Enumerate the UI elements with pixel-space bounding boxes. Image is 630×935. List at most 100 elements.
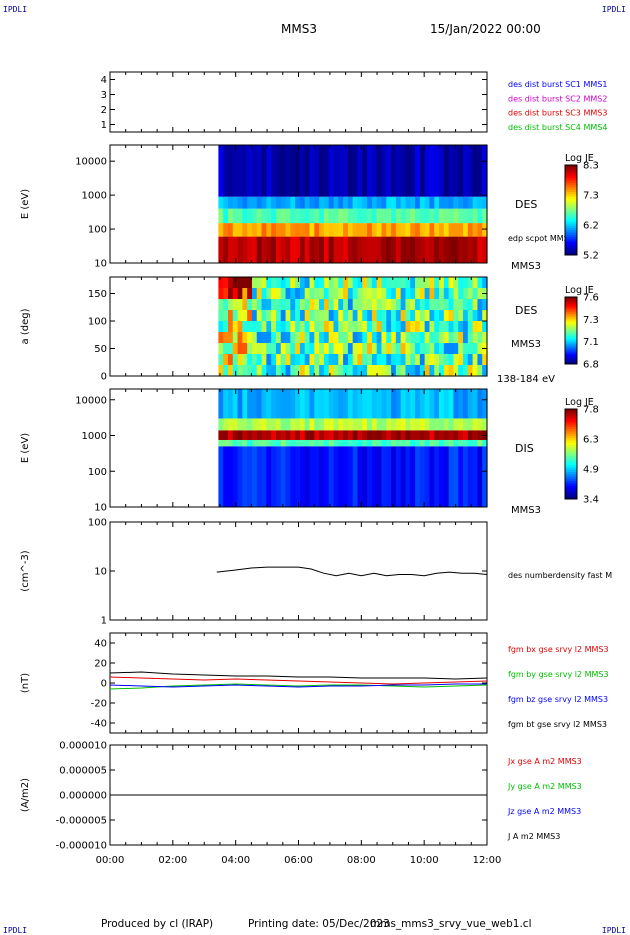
y-tick-label: 150 <box>88 289 107 300</box>
colorbar-swatch <box>565 342 577 345</box>
spectrogram-cell <box>347 343 354 355</box>
spectrogram-cell <box>391 196 397 209</box>
spectrogram-cell <box>271 389 277 419</box>
spectrogram-cell <box>304 418 311 431</box>
spectrogram-cell <box>333 196 339 209</box>
spectrogram-cell <box>357 389 363 419</box>
spectrogram-cell <box>247 389 253 419</box>
spectrogram-cell <box>352 430 359 440</box>
colorbar-swatch <box>565 347 577 350</box>
spectrogram-cell <box>223 277 229 289</box>
spectrogram-cell <box>391 321 397 333</box>
spectrogram-cell <box>319 299 325 311</box>
spectrogram-cell <box>309 446 315 507</box>
spectrogram-cell <box>290 321 296 333</box>
spectrogram-cell <box>357 321 363 333</box>
spectrogram-cell <box>357 236 363 263</box>
spectrogram-cell <box>386 321 392 333</box>
spectrogram-cell <box>218 208 224 224</box>
time-tick-label: 06:00 <box>284 855 313 866</box>
spectrogram-cell <box>275 418 282 431</box>
spectrogram-cell <box>227 288 234 300</box>
side-note: edp scpot MMS3 <box>508 234 574 243</box>
spectrogram-cell <box>415 389 421 419</box>
spectrogram-cell <box>405 365 411 377</box>
spectrogram-cell <box>261 354 267 366</box>
spectrogram-cell <box>218 321 224 333</box>
spectrogram-cell <box>472 418 479 431</box>
spectrogram-cell <box>247 365 253 377</box>
spectrogram-cell <box>467 208 474 224</box>
spectrogram-cell <box>223 418 229 431</box>
spectrogram-cell <box>323 236 330 263</box>
colorbar-swatch <box>565 411 577 414</box>
spectrogram-cell <box>247 332 253 344</box>
spectrogram-cell <box>247 299 253 311</box>
y-tick-label: -20 <box>91 699 107 710</box>
spectrogram-cell <box>290 354 296 366</box>
spectrogram-cell <box>218 332 224 344</box>
spectrogram-cell <box>242 145 248 197</box>
spectrogram-cell <box>381 439 387 447</box>
spectrogram-cell <box>333 236 339 263</box>
spectrogram-cell <box>319 310 325 322</box>
spectrogram-cell <box>242 277 248 289</box>
spectrogram-cell <box>232 439 239 447</box>
spectrogram-cell <box>458 310 464 322</box>
spectrogram-cell <box>347 389 354 419</box>
colorbar-swatch <box>565 487 577 491</box>
colorbar-swatch <box>565 343 577 347</box>
y-tick-label: 1 <box>101 120 107 131</box>
colorbar-tick-label: 7.1 <box>583 337 599 348</box>
spectrogram-cell <box>448 418 455 431</box>
spectrogram-cell <box>472 236 479 263</box>
colorbar-swatch <box>565 230 577 233</box>
spectrogram-cell <box>424 365 431 377</box>
spectrogram-cell <box>482 145 488 197</box>
spectrogram-cell <box>280 196 287 209</box>
spectrogram-cell <box>285 277 291 289</box>
spectrogram-cell <box>400 332 407 344</box>
spectrogram-cell <box>434 446 440 507</box>
spectrogram-cell <box>472 446 479 507</box>
spectrogram-cell <box>381 310 387 322</box>
colorbar-swatch <box>565 297 577 300</box>
colorbar-swatch <box>565 189 577 193</box>
spectrogram-cell <box>357 439 363 447</box>
spectrogram-cell <box>299 223 306 237</box>
spectrogram-cell <box>429 277 435 289</box>
spectrogram-cell <box>400 145 407 197</box>
spectrogram-cell <box>247 236 253 263</box>
spectrogram-cell <box>381 223 387 237</box>
spectrogram-cell <box>338 277 344 289</box>
spectrogram-cell <box>247 343 253 355</box>
spectrogram-cell <box>463 208 469 224</box>
panel-dis-energy: 10000 1000 100 10 E (eV) DIS MMS3 Log JE7.8 6.3 4… <box>20 388 599 516</box>
spectrogram-cell <box>251 446 258 507</box>
spectrogram-cell <box>405 418 411 431</box>
spectrogram-cell <box>314 418 320 431</box>
spectrogram-cell <box>256 354 263 366</box>
spectrogram-cell <box>362 446 368 507</box>
spectrogram-cell <box>419 196 426 209</box>
spectrogram-cell <box>400 354 407 366</box>
spectrogram-cell <box>429 196 435 209</box>
y-tick-label: -0.000005 <box>56 816 107 827</box>
spectrogram-cell <box>328 439 335 447</box>
colorbar-swatch <box>565 350 577 353</box>
spectrogram-cell <box>386 299 392 311</box>
spectrogram-cell <box>443 208 450 224</box>
spectrogram-cell <box>376 208 383 224</box>
spectrogram-cell <box>314 343 320 355</box>
spectrogram-cell <box>285 430 291 440</box>
spectrogram-cell <box>367 365 373 377</box>
spectrogram-cell <box>338 236 344 263</box>
spectrogram-cell <box>271 223 277 237</box>
spectrogram-cell <box>443 223 450 237</box>
colorbar-tick-label: 5.2 <box>583 251 599 262</box>
panel-current-density: 0.000010 0.000005 0.000000 -0.000005 -0.0000… <box>20 741 582 852</box>
y-tick-label: 50 <box>94 344 107 355</box>
spectrogram-cell <box>367 418 373 431</box>
spectrogram-cell <box>429 288 435 300</box>
spectrogram-cell <box>295 236 301 263</box>
